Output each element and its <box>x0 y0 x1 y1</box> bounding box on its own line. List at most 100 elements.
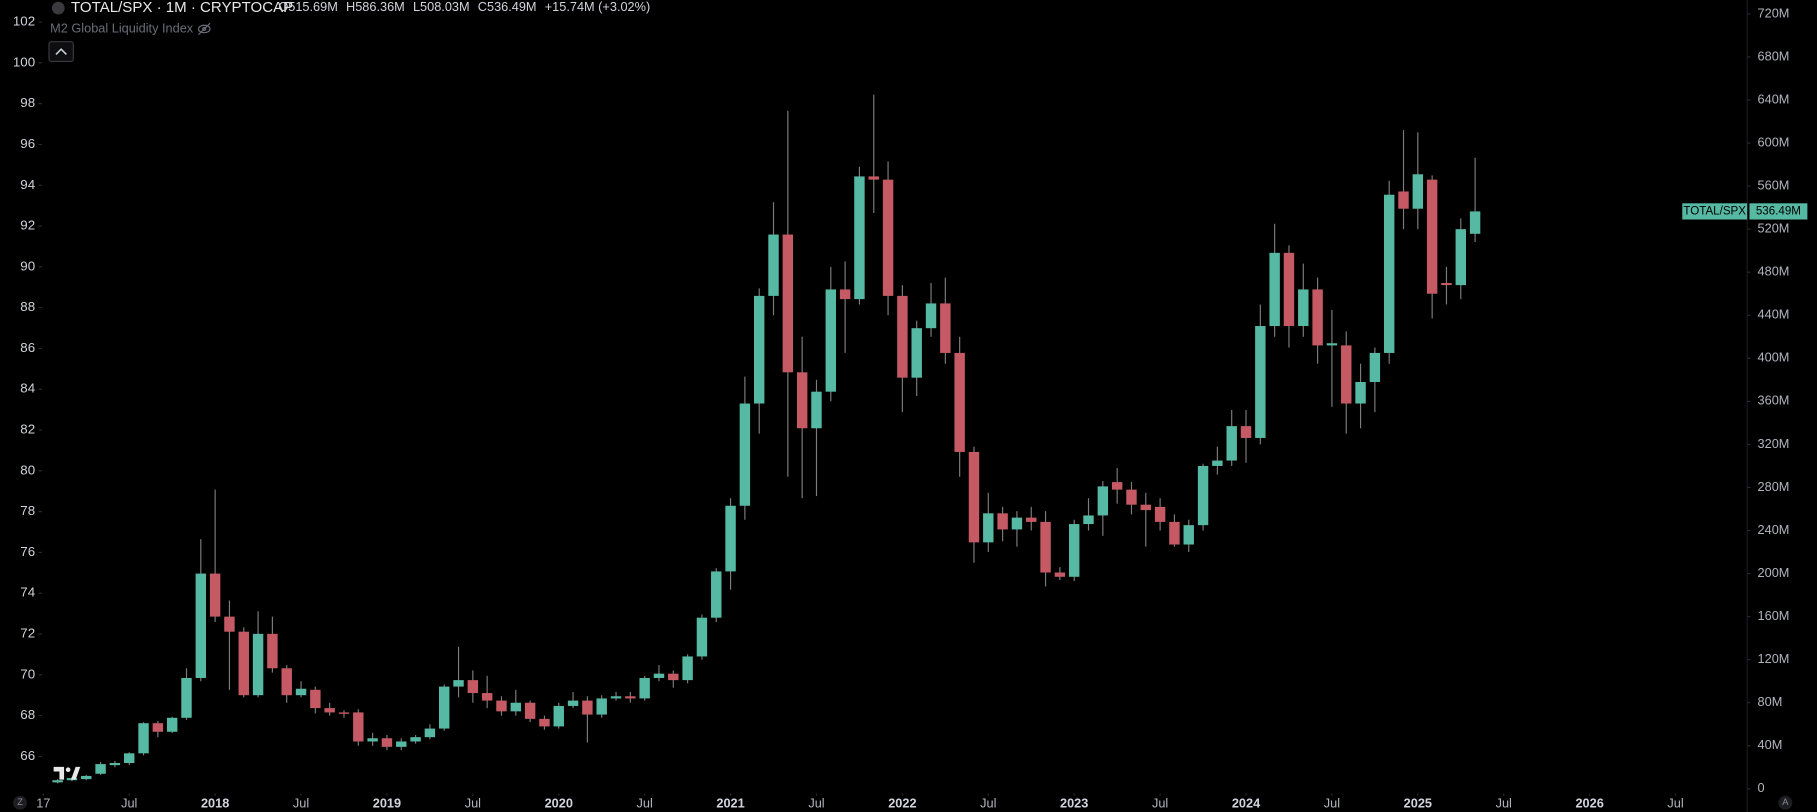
change-value: +15.74M (+3.02%) <box>545 0 650 14</box>
candle-body <box>1369 352 1381 382</box>
candle-body <box>639 677 650 699</box>
y-tick-label: 320M <box>1758 436 1790 451</box>
price-tag-name-bg <box>1682 203 1748 220</box>
candle-body <box>238 631 249 696</box>
candle-body <box>653 673 665 678</box>
candle-body <box>1240 426 1252 438</box>
candle-body <box>1068 524 1080 577</box>
candle-body <box>954 352 965 452</box>
y2-tick-label: 100 <box>13 54 35 69</box>
ohlc-value: 508.03M <box>420 0 470 14</box>
hidden-eye-icon[interactable] <box>197 22 211 36</box>
candle-body <box>567 700 579 706</box>
collapse-button[interactable] <box>48 41 74 62</box>
candle-body <box>1283 252 1295 327</box>
candle-body <box>109 763 121 766</box>
candle-body <box>1412 174 1424 209</box>
candle-body <box>481 693 493 701</box>
corner-right[interactable]: A <box>1778 795 1793 810</box>
x-tick-label: Jul <box>1152 795 1168 810</box>
candle-body <box>453 680 464 687</box>
x-tick-label: Jul <box>808 795 824 810</box>
y-tick-label: 40M <box>1758 737 1783 752</box>
candle-body <box>882 179 894 296</box>
candle-body <box>81 775 92 780</box>
price-tag-name: TOTAL/SPX <box>1683 205 1746 217</box>
y2-tick-label: 74 <box>20 585 35 600</box>
y2-tick-label: 86 <box>20 340 35 355</box>
candle-body <box>467 680 479 694</box>
candle-body <box>682 656 693 681</box>
candle-body <box>940 303 951 353</box>
x-tick-label: 2019 <box>373 795 401 810</box>
candle-body <box>1441 282 1452 286</box>
candle-body <box>124 753 135 764</box>
candle-body <box>1426 179 1438 294</box>
corner-right-label[interactable]: A <box>1782 797 1789 807</box>
candle-body <box>1026 517 1037 522</box>
candle-body <box>839 289 851 300</box>
candle-body <box>1040 521 1051 573</box>
ohlc-readout: O515.69M H586.36M L508.03M C536.49M +15.… <box>278 0 650 14</box>
ohlc-name: O <box>278 0 288 14</box>
y2-tick-label: 72 <box>20 626 35 641</box>
candle-body <box>252 633 264 696</box>
price-tag-value: 536.49M <box>1756 205 1801 217</box>
candle-body <box>1398 191 1409 209</box>
candle-body <box>868 176 879 180</box>
candle-body <box>1054 572 1066 577</box>
tradingview-logo <box>53 766 81 780</box>
y2-tick-label: 98 <box>20 95 35 110</box>
candle-body <box>209 573 221 617</box>
y-tick-label: 480M <box>1758 264 1790 279</box>
y-tick-label: 360M <box>1758 393 1790 408</box>
candle-body <box>596 698 607 715</box>
candle-body <box>1298 289 1309 327</box>
candle-body <box>854 176 865 300</box>
candle-body <box>1183 525 1194 545</box>
corner-left-label[interactable]: Z <box>17 797 23 807</box>
x-tick-label: Jul <box>293 795 309 810</box>
x-tick-label: Jul <box>1324 795 1340 810</box>
y-tick-label: 200M <box>1758 565 1790 580</box>
y-tick-label: 560M <box>1758 177 1790 192</box>
candle-body <box>195 573 207 678</box>
corner-left[interactable]: Z <box>13 795 27 810</box>
candle-body <box>1355 381 1366 404</box>
ohlc-name: C <box>478 0 487 14</box>
candle-body <box>911 328 922 378</box>
y2-tick-label: 88 <box>20 299 35 314</box>
y2-tick-label: 78 <box>20 503 35 518</box>
x-tick-label: Jul <box>465 795 481 810</box>
x-tick-label: 2023 <box>1060 795 1088 810</box>
candle-body <box>582 700 593 715</box>
symbol-icon <box>51 1 65 15</box>
candle-body <box>968 451 980 543</box>
candle-body <box>1341 345 1352 404</box>
x-tick-label: 2025 <box>1404 795 1432 810</box>
candle-body <box>768 234 779 296</box>
y-tick-label: 520M <box>1758 221 1790 236</box>
x-tick-label: Jul <box>121 795 137 810</box>
candle-body <box>52 780 63 783</box>
candle-body <box>496 700 507 712</box>
ohlc-value: 515.69M <box>288 0 338 14</box>
y-tick-label: 0 <box>1758 780 1765 795</box>
x-tick-label: Jul <box>980 795 996 810</box>
candle-body <box>424 728 436 738</box>
candle-body <box>1255 326 1266 438</box>
candle-body <box>625 696 636 699</box>
candle-body <box>295 688 307 696</box>
y2-tick-label: 84 <box>20 381 35 396</box>
y2-tick-label: 102 <box>13 14 35 29</box>
candle-body <box>224 616 235 632</box>
candle-body <box>610 696 622 699</box>
candle-body <box>1312 289 1323 346</box>
candle-body <box>510 702 522 712</box>
price-tag: TOTAL/SPX 536.49M <box>1682 203 1808 220</box>
x-tick-label: 2020 <box>545 795 573 810</box>
candle-body <box>166 717 178 732</box>
candle-body <box>668 673 679 681</box>
